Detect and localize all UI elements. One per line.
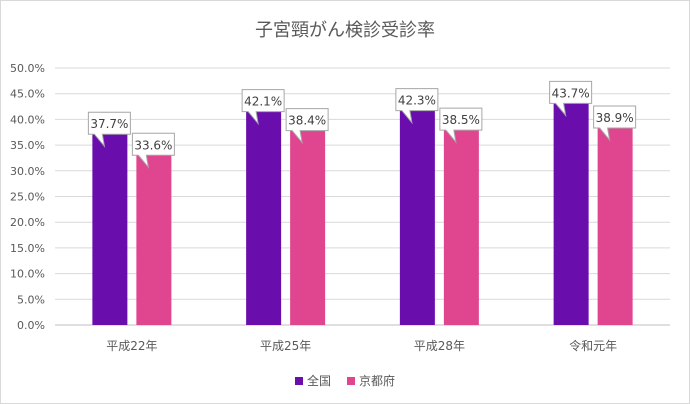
legend-label-zenkoku: 全国 [306, 374, 331, 388]
data-label: 38.4% [288, 114, 326, 128]
bar-kyoto [597, 125, 633, 325]
bar-zenkoku [246, 108, 282, 325]
legend-item-kyoto: 京都府 [347, 372, 395, 389]
data-label-callout [549, 80, 593, 118]
bar-zenkoku [399, 107, 435, 325]
y-tick-label: 50.0% [10, 62, 45, 75]
bar-kyoto [290, 127, 326, 326]
data-label-callout [593, 105, 637, 142]
y-tick-label: 30.0% [10, 165, 45, 178]
bar-zenkoku [92, 131, 128, 325]
y-tick-label: 25.0% [10, 191, 45, 204]
data-label-callout [241, 89, 285, 126]
legend-label-kyoto: 京都府 [359, 374, 396, 388]
y-tick-label: 5.0% [17, 293, 45, 306]
data-label-callout [395, 88, 439, 125]
data-label: 42.1% [244, 95, 282, 109]
legend-swatch-zenkoku [294, 376, 303, 385]
data-label: 38.9% [596, 111, 634, 125]
data-label: 38.5% [442, 113, 480, 127]
y-tick-label: 40.0% [10, 113, 45, 126]
x-category-label: 平成28年 [414, 339, 465, 353]
legend: 全国 京都府 [0, 372, 690, 389]
x-category-label: 令和元年 [569, 338, 617, 353]
legend-item-zenkoku: 全国 [294, 372, 331, 389]
x-category-label: 平成22年 [106, 339, 157, 353]
data-label-callout [439, 107, 483, 144]
data-label: 43.7% [552, 86, 590, 100]
y-tick-label: 20.0% [10, 216, 45, 229]
y-tick-label: 45.0% [10, 88, 45, 101]
y-tick-label: 35.0% [10, 139, 45, 152]
data-label-callout [131, 132, 175, 170]
data-label-callout [87, 111, 131, 148]
data-label-callout [285, 108, 329, 145]
y-tick-label: 15.0% [10, 242, 45, 255]
bar-zenkoku [553, 100, 589, 326]
y-tick-label: 10.0% [10, 268, 45, 281]
legend-swatch-kyoto [347, 376, 355, 385]
x-category-label: 平成25年 [260, 339, 311, 353]
data-label: 37.7% [90, 117, 128, 131]
chart-title: 子宮頸がん検診受診率 [255, 20, 435, 41]
bar-kyoto [443, 127, 479, 325]
y-tick-label: 0.0% [17, 319, 45, 332]
data-label: 42.3% [398, 94, 436, 108]
bar-kyoto [136, 152, 172, 325]
data-label: 33.6% [134, 138, 172, 152]
